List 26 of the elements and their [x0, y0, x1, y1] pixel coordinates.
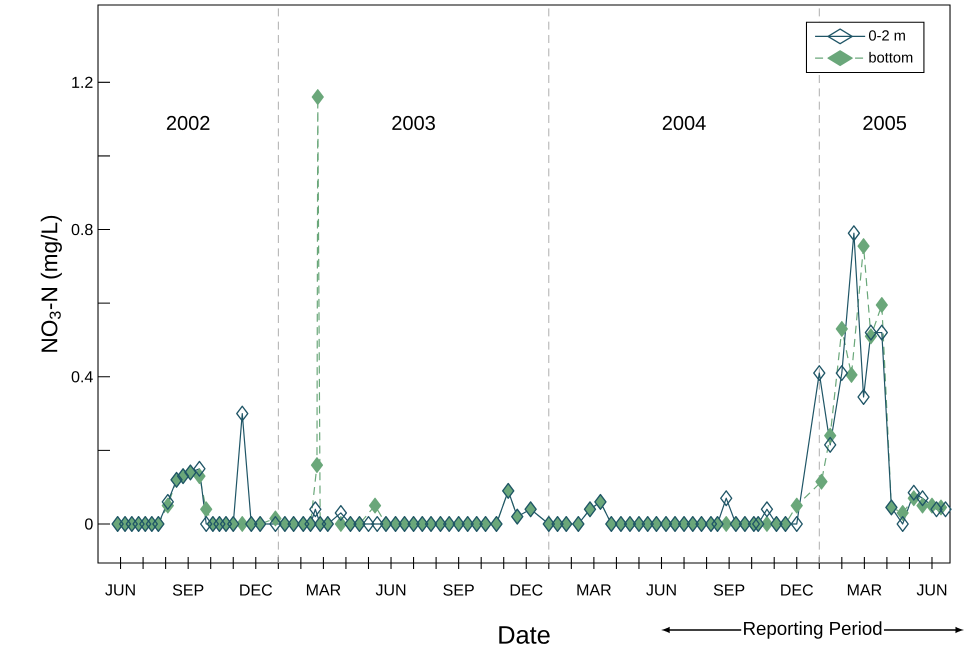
x-tick-label: DEC [510, 584, 543, 596]
x-axis-title: Date [499, 626, 550, 644]
y-tick-label: 0 [85, 518, 93, 530]
x-tick-label: JUN [916, 584, 946, 596]
x-tick-label: MAR [306, 584, 340, 596]
annotation: 2003 [392, 116, 435, 130]
legend-label: bottom [869, 52, 912, 63]
x-tick-label: MAR [577, 584, 611, 596]
x-tick-label: SEP [714, 584, 744, 596]
annotation: 2005 [863, 116, 906, 130]
text: Reporting Period [744, 621, 882, 639]
x-tick-label: DEC [781, 584, 814, 596]
y-tick-label: 0.4 [72, 371, 93, 382]
annotation: 2002 [166, 116, 210, 130]
x-tick-label: JUN [646, 584, 676, 596]
y-tick-label: 0.8 [72, 224, 93, 236]
annotation: 2004 [662, 116, 706, 130]
x-tick-label: MAR [848, 584, 882, 596]
y-axis-title: NO$_{3}$-N (mg/L) [40, 216, 62, 352]
x-tick-label: SEP [443, 584, 474, 596]
legend-label: 0-2 m [868, 30, 905, 41]
x-tick-label: SEP [172, 584, 204, 596]
y-tick-label: 1.2 [72, 76, 92, 88]
x-tick-label: JUN [105, 584, 135, 596]
x-tick-label: JUN [376, 584, 406, 596]
x-tick-label: DEC [240, 584, 272, 596]
